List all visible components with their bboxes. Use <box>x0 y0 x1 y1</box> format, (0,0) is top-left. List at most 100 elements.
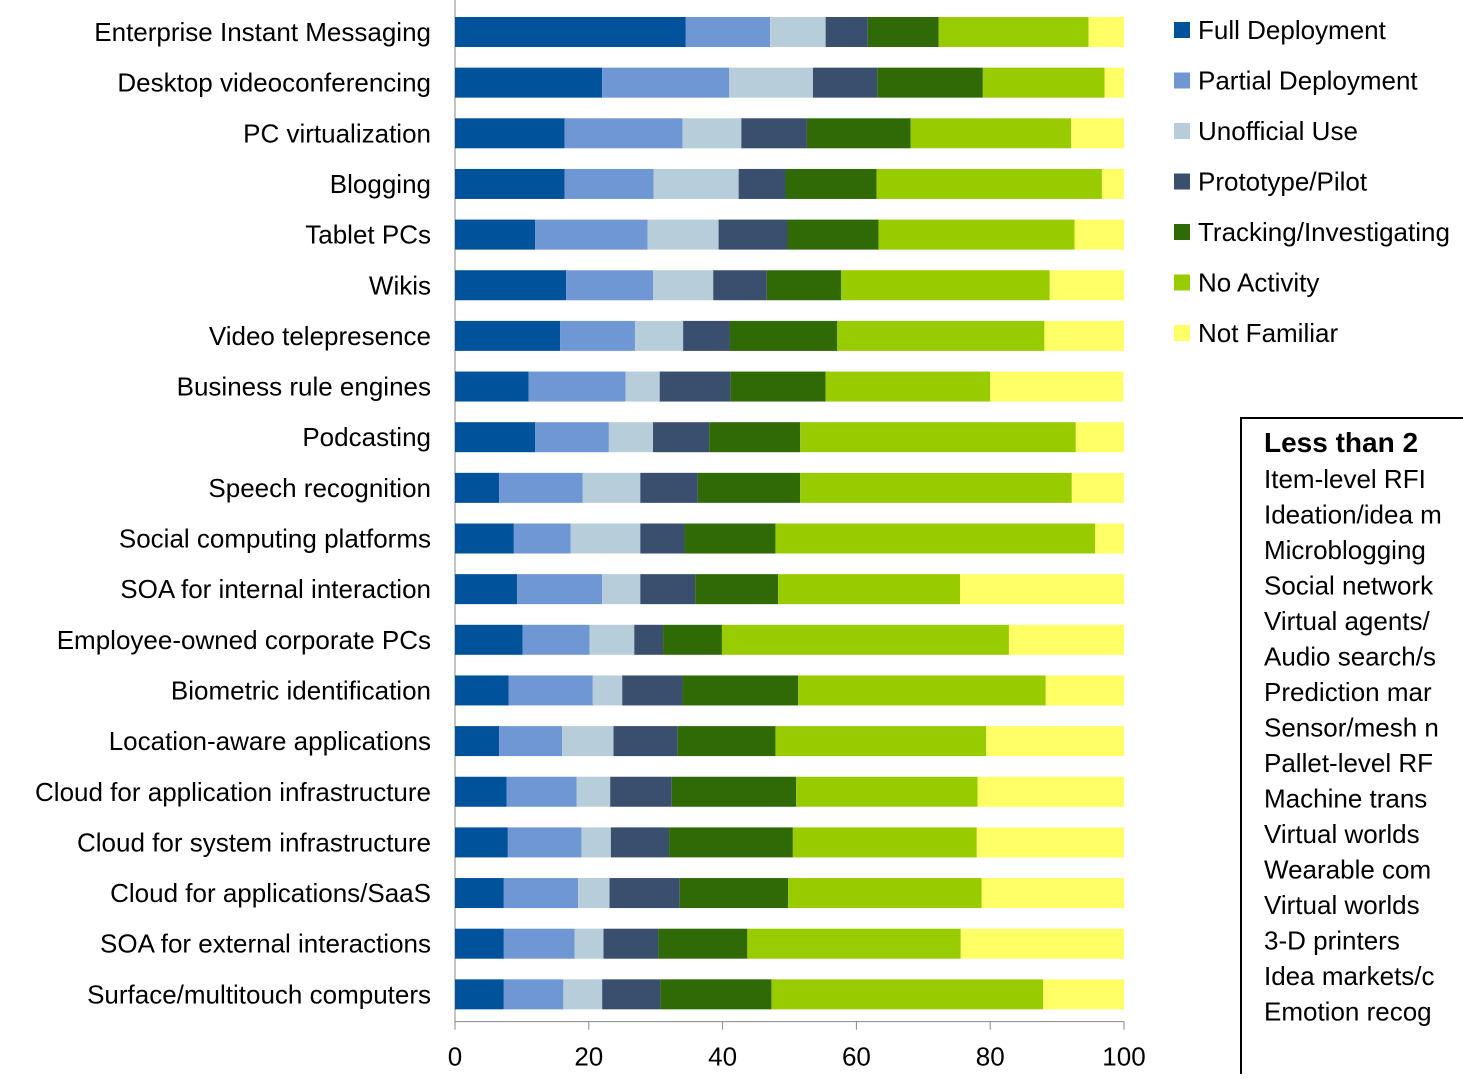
side-box-item: Machine trans <box>1264 784 1427 814</box>
legend-swatch <box>1174 274 1190 291</box>
bar-segment <box>841 270 1050 301</box>
bar-segment <box>566 270 654 301</box>
bar-segment <box>455 979 504 1010</box>
bar-segment <box>960 928 1124 959</box>
bar-segment <box>684 523 776 554</box>
bar-segment <box>721 624 1009 655</box>
bar-segment <box>507 827 582 858</box>
x-tick-label: 20 <box>574 1042 603 1072</box>
category-label: Biometric identification <box>171 675 431 705</box>
bar-segment <box>771 979 1044 1010</box>
bar-segment <box>1045 675 1124 706</box>
side-box-item: Sensor/mesh n <box>1264 713 1439 743</box>
side-box-item: Pallet-level RF <box>1264 748 1433 778</box>
legend-swatch <box>1174 72 1190 89</box>
bar-segment <box>990 371 1124 402</box>
category-label: SOA for external interactions <box>100 929 431 959</box>
bar-segment <box>610 776 672 807</box>
bar-segment <box>960 574 1124 605</box>
bar-segment <box>499 726 563 757</box>
bar-segment <box>1043 979 1124 1010</box>
bar-segment <box>1104 67 1124 98</box>
bar-segment <box>775 523 1096 554</box>
x-tick-label: 40 <box>708 1042 737 1072</box>
bar-segment <box>608 422 654 453</box>
side-box-item: Virtual worlds <box>1264 890 1420 920</box>
category-label: Social computing platforms <box>119 524 431 554</box>
bar-segment <box>455 878 504 909</box>
bar-segment <box>1074 219 1124 250</box>
bar-segment <box>574 928 604 959</box>
bar-segment <box>535 422 609 453</box>
bar-segment <box>455 219 536 250</box>
category-label: PC virtualization <box>243 118 431 148</box>
bar-segment <box>659 371 731 402</box>
bar-segment <box>564 168 654 199</box>
bar-segment <box>499 472 583 503</box>
bar-segment <box>455 168 565 199</box>
bar-segment <box>602 979 661 1010</box>
category-label: Business rule engines <box>177 372 431 402</box>
bar-segment <box>663 624 722 655</box>
category-label: Desktop videoconferencing <box>117 68 431 98</box>
bar-segment <box>625 371 660 402</box>
bar-segment <box>653 422 710 453</box>
bar-segment <box>634 624 664 655</box>
bar-segment <box>718 219 788 250</box>
category-label: SOA for internal interaction <box>120 574 431 604</box>
bar-segment <box>658 928 748 959</box>
bar-segment <box>455 523 514 554</box>
bar-segment <box>640 574 696 605</box>
bar-segment <box>798 675 1046 706</box>
bar-segment <box>508 675 593 706</box>
side-box-item: Microblogging <box>1264 535 1426 565</box>
bar-segment <box>455 67 603 98</box>
bar-segment <box>609 878 680 909</box>
bar-segment <box>563 979 603 1010</box>
legend-swatch <box>1174 123 1190 139</box>
bar-segment <box>622 675 683 706</box>
bar-segment <box>455 726 500 757</box>
bar-segment <box>576 776 611 807</box>
bar-segment <box>455 17 686 47</box>
bar-segment <box>1071 472 1124 503</box>
legend-swatch <box>1174 325 1190 341</box>
bar-segment <box>876 168 1102 199</box>
category-label: Blogging <box>330 169 431 199</box>
side-box-item: Audio search/s <box>1264 642 1436 672</box>
bar-segment <box>787 219 879 250</box>
bar-segment <box>986 726 1124 757</box>
bar-segment <box>455 472 500 503</box>
side-box-title: Less than 2 <box>1264 427 1418 458</box>
bar-segment <box>800 422 1076 453</box>
bar-segment <box>683 320 730 351</box>
x-tick-label: 0 <box>448 1042 462 1072</box>
bar-segment <box>796 776 978 807</box>
bar-segment <box>800 472 1072 503</box>
side-box-item: Wearable com <box>1264 855 1431 885</box>
bar-segment <box>455 827 508 858</box>
legend-label: Prototype/Pilot <box>1198 167 1368 197</box>
bar-segment <box>528 371 626 402</box>
bar-segment <box>729 67 813 98</box>
bar-segment <box>877 67 983 98</box>
bar-segment <box>1075 422 1124 453</box>
bar-segment <box>812 67 878 98</box>
legend-label: No Activity <box>1198 268 1319 298</box>
bar-segment <box>1071 118 1124 149</box>
category-label: Cloud for system infrastructure <box>77 827 431 857</box>
bar-segment <box>603 928 659 959</box>
bar-segment <box>578 878 610 909</box>
bar-segment <box>709 422 801 453</box>
bar-segment <box>602 67 730 98</box>
side-box-item: Social network <box>1264 571 1434 601</box>
bar-segment <box>697 472 801 503</box>
category-label: Employee-owned corporate PCs <box>57 625 431 655</box>
bar-segment <box>938 17 1089 47</box>
bar-segment <box>613 726 678 757</box>
bar-segment <box>602 574 641 605</box>
bar-segment <box>513 523 571 554</box>
bar-segment <box>766 270 842 301</box>
